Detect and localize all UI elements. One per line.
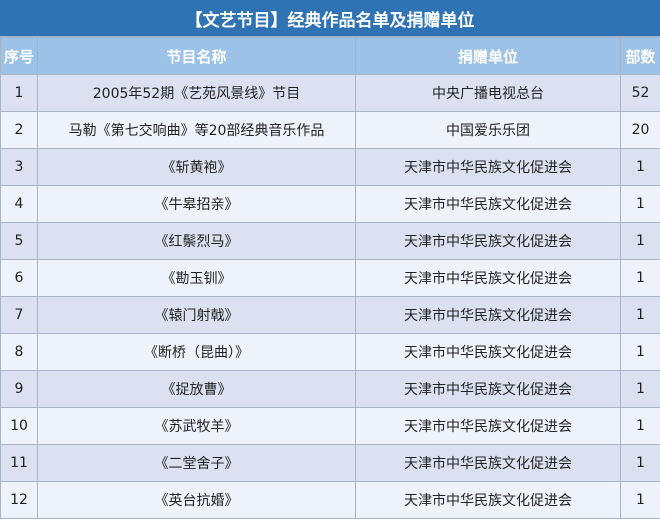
cell-count: 1	[621, 186, 660, 223]
cell-count: 20	[621, 112, 660, 149]
header-program-name: 节目名称	[38, 38, 356, 75]
cell-index: 6	[1, 260, 38, 297]
cell-index: 5	[1, 223, 38, 260]
cell-count: 1	[621, 297, 660, 334]
cell-index: 3	[1, 149, 38, 186]
cell-index: 7	[1, 297, 38, 334]
cell-donor: 中国爱乐乐团	[356, 112, 621, 149]
cell-count: 1	[621, 334, 660, 371]
cell-program-name: 《二堂舍子》	[38, 445, 356, 482]
cell-index: 2	[1, 112, 38, 149]
cell-index: 8	[1, 334, 38, 371]
cell-program-name: 2005年52期《艺苑风景线》节目	[38, 75, 356, 112]
cell-program-name: 《勘玉钏》	[38, 260, 356, 297]
cell-count: 1	[621, 408, 660, 445]
cell-count: 1	[621, 260, 660, 297]
cell-program-name: 《断桥（昆曲）》	[38, 334, 356, 371]
cell-donor: 天津市中华民族文化促进会	[356, 408, 621, 445]
cell-program-name: 《捉放曹》	[38, 371, 356, 408]
cell-index: 10	[1, 408, 38, 445]
cell-program-name: 《红鬃烈马》	[38, 223, 356, 260]
cell-donor: 天津市中华民族文化促进会	[356, 371, 621, 408]
cell-count: 1	[621, 149, 660, 186]
cell-donor: 天津市中华民族文化促进会	[356, 482, 621, 519]
cell-program-name: 《苏武牧羊》	[38, 408, 356, 445]
cell-donor: 天津市中华民族文化促进会	[356, 223, 621, 260]
cell-donor: 中央广播电视总台	[356, 75, 621, 112]
cell-program-name: 《牛皋招亲》	[38, 186, 356, 223]
cell-index: 9	[1, 371, 38, 408]
cell-donor: 天津市中华民族文化促进会	[356, 297, 621, 334]
cell-donor: 天津市中华民族文化促进会	[356, 260, 621, 297]
cell-program-name: 《英台抗婚》	[38, 482, 356, 519]
cell-index: 1	[1, 75, 38, 112]
cell-count: 1	[621, 371, 660, 408]
cell-count: 1	[621, 445, 660, 482]
header-index: 序号	[1, 38, 38, 75]
cell-index: 4	[1, 186, 38, 223]
cell-program-name: 马勒《第七交响曲》等20部经典音乐作品	[38, 112, 356, 149]
header-row: 序号 节目名称 捐赠单位 部数	[1, 38, 660, 75]
cell-donor: 天津市中华民族文化促进会	[356, 149, 621, 186]
cell-donor: 天津市中华民族文化促进会	[356, 186, 621, 223]
cell-program-name: 《辕门射戟》	[38, 297, 356, 334]
header-count: 部数	[621, 38, 660, 75]
cell-count: 52	[621, 75, 660, 112]
cell-index: 12	[1, 482, 38, 519]
cell-count: 1	[621, 482, 660, 519]
cell-index: 11	[1, 445, 38, 482]
cell-donor: 天津市中华民族文化促进会	[356, 334, 621, 371]
cell-donor: 天津市中华民族文化促进会	[356, 445, 621, 482]
cell-program-name: 《斩黄袍》	[38, 149, 356, 186]
table-title: 【文艺节目】经典作品名单及捐赠单位	[0, 0, 660, 37]
cell-count: 1	[621, 223, 660, 260]
header-donor: 捐赠单位	[356, 38, 621, 75]
